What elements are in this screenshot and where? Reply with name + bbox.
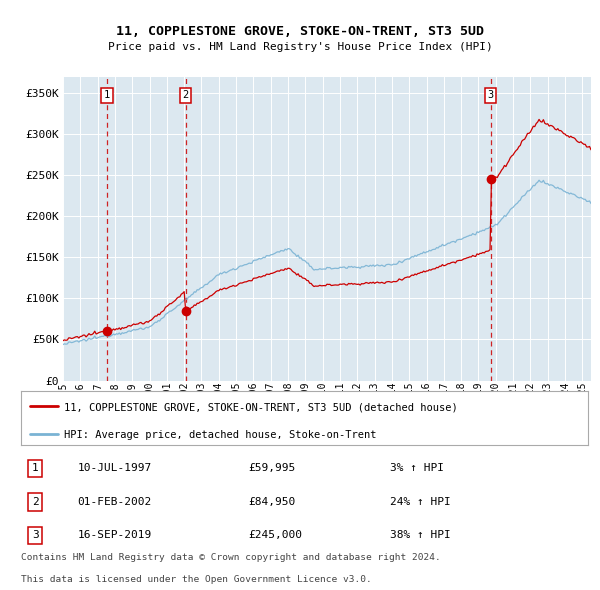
Text: This data is licensed under the Open Government Licence v3.0.: This data is licensed under the Open Gov… — [21, 575, 372, 584]
Text: 16-SEP-2019: 16-SEP-2019 — [78, 530, 152, 540]
Text: 10-JUL-1997: 10-JUL-1997 — [78, 463, 152, 473]
Text: 2: 2 — [182, 90, 189, 100]
Text: 24% ↑ HPI: 24% ↑ HPI — [389, 497, 450, 507]
Text: 1: 1 — [104, 90, 110, 100]
Text: 1: 1 — [32, 463, 38, 473]
Text: 3: 3 — [32, 530, 38, 540]
Text: Contains HM Land Registry data © Crown copyright and database right 2024.: Contains HM Land Registry data © Crown c… — [21, 553, 441, 562]
Text: £59,995: £59,995 — [248, 463, 295, 473]
Text: HPI: Average price, detached house, Stoke-on-Trent: HPI: Average price, detached house, Stok… — [64, 430, 376, 440]
Text: 3% ↑ HPI: 3% ↑ HPI — [389, 463, 443, 473]
Text: 11, COPPLESTONE GROVE, STOKE-ON-TRENT, ST3 5UD: 11, COPPLESTONE GROVE, STOKE-ON-TRENT, S… — [116, 25, 484, 38]
Text: 38% ↑ HPI: 38% ↑ HPI — [389, 530, 450, 540]
Text: £84,950: £84,950 — [248, 497, 295, 507]
Text: Price paid vs. HM Land Registry's House Price Index (HPI): Price paid vs. HM Land Registry's House … — [107, 42, 493, 52]
Text: 3: 3 — [488, 90, 494, 100]
Text: 2: 2 — [32, 497, 38, 507]
Text: 11, COPPLESTONE GROVE, STOKE-ON-TRENT, ST3 5UD (detached house): 11, COPPLESTONE GROVE, STOKE-ON-TRENT, S… — [64, 402, 457, 412]
Text: £245,000: £245,000 — [248, 530, 302, 540]
Text: 01-FEB-2002: 01-FEB-2002 — [78, 497, 152, 507]
